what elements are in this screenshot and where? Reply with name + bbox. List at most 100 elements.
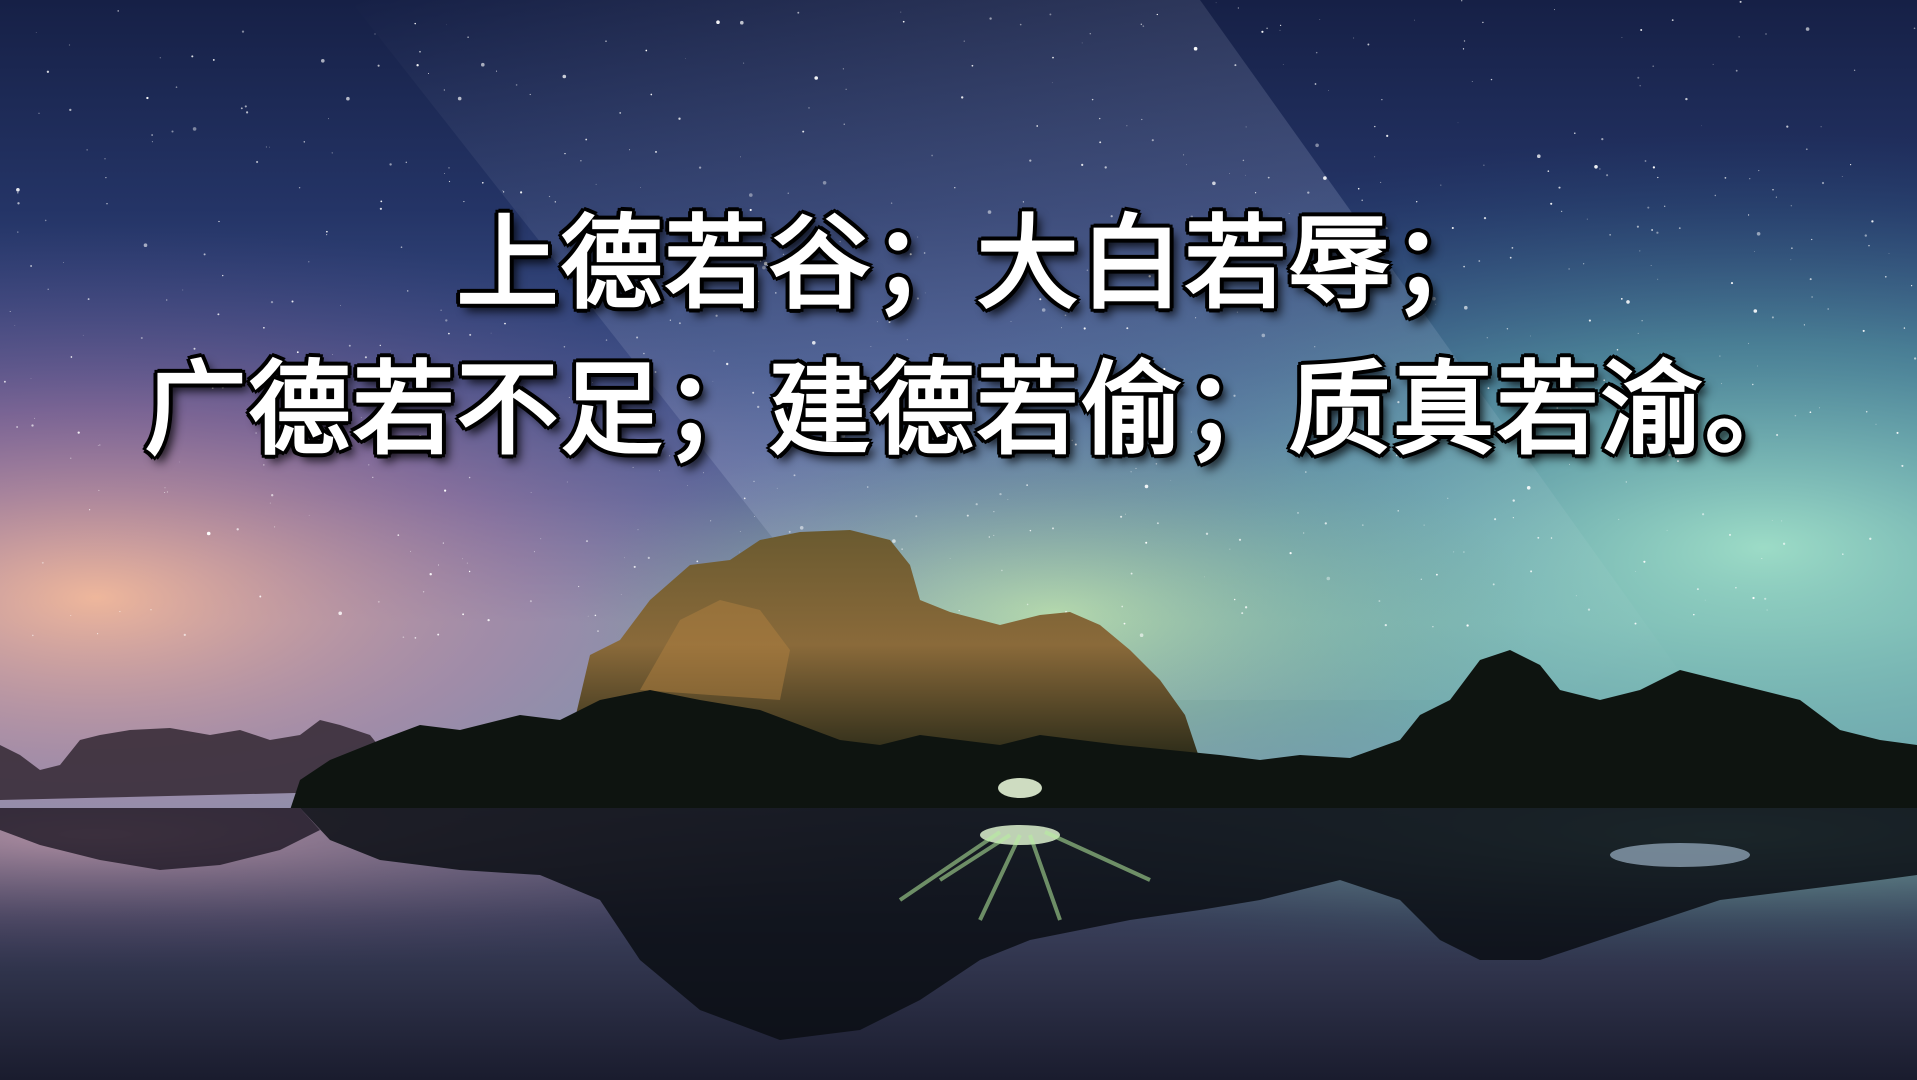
star <box>530 492 532 493</box>
star <box>466 562 468 564</box>
star <box>298 187 301 189</box>
star <box>1447 497 1449 499</box>
star <box>1641 320 1643 322</box>
star <box>1451 226 1454 230</box>
star <box>271 494 274 497</box>
star <box>308 514 310 516</box>
star <box>1583 263 1585 265</box>
star <box>1416 201 1418 203</box>
star <box>1266 27 1268 30</box>
star <box>1163 367 1166 371</box>
star <box>1145 541 1148 544</box>
star <box>1609 234 1611 236</box>
star <box>467 36 469 38</box>
star <box>1781 520 1783 522</box>
star <box>1714 194 1717 197</box>
star <box>1155 463 1158 465</box>
star <box>462 613 464 616</box>
star <box>1719 355 1721 357</box>
star <box>1315 143 1319 148</box>
star <box>762 265 766 270</box>
star <box>650 93 653 96</box>
star <box>1385 227 1388 230</box>
star <box>35 32 37 34</box>
star <box>504 322 506 325</box>
star <box>448 180 451 183</box>
star <box>1757 365 1758 367</box>
star <box>563 345 566 348</box>
star <box>1657 176 1659 179</box>
star <box>736 228 738 230</box>
star <box>1640 29 1643 31</box>
star <box>41 561 44 564</box>
star <box>1289 552 1292 555</box>
star <box>38 112 40 114</box>
star <box>892 539 896 543</box>
star <box>597 630 599 632</box>
star <box>468 570 471 573</box>
star <box>1841 176 1843 177</box>
star <box>240 107 243 110</box>
star <box>1361 199 1363 202</box>
star <box>1052 56 1054 59</box>
star <box>1109 414 1112 417</box>
star <box>1671 391 1674 393</box>
star <box>496 70 498 72</box>
star <box>1397 401 1400 404</box>
star <box>86 149 88 151</box>
star <box>1537 154 1541 158</box>
star <box>1701 125 1702 127</box>
star <box>481 181 484 184</box>
star <box>1568 268 1570 270</box>
star <box>932 446 934 448</box>
star <box>183 633 186 637</box>
star <box>410 550 412 552</box>
star <box>14 325 16 326</box>
star <box>605 339 608 341</box>
star <box>1261 333 1266 338</box>
star <box>1553 9 1556 11</box>
star <box>715 314 718 317</box>
star <box>1696 588 1699 591</box>
star <box>1432 626 1434 628</box>
star <box>712 380 714 382</box>
star <box>655 150 657 153</box>
star <box>843 123 845 125</box>
star <box>1492 583 1495 586</box>
star <box>256 160 259 164</box>
star <box>1739 0 1742 3</box>
star <box>1776 433 1779 437</box>
star <box>1324 522 1327 525</box>
star <box>1871 220 1874 223</box>
star <box>1865 410 1868 413</box>
star <box>1130 471 1132 473</box>
star <box>1029 159 1032 162</box>
star <box>1721 383 1723 385</box>
star <box>448 167 450 169</box>
star <box>1234 64 1237 67</box>
star <box>1625 481 1627 483</box>
star <box>1558 186 1561 189</box>
star <box>1466 624 1469 627</box>
star <box>368 429 370 431</box>
star <box>808 107 810 109</box>
star <box>466 302 468 304</box>
star <box>164 487 166 489</box>
star <box>287 363 288 365</box>
star <box>379 207 382 210</box>
star <box>499 286 503 291</box>
star <box>259 595 262 598</box>
star <box>82 334 84 336</box>
star <box>1601 137 1604 141</box>
star <box>1074 443 1077 446</box>
star <box>1749 178 1751 180</box>
star <box>1820 126 1822 128</box>
star <box>1550 202 1553 205</box>
star <box>1022 201 1025 203</box>
star <box>1748 214 1750 216</box>
star <box>308 261 310 263</box>
star <box>1368 445 1370 447</box>
star <box>1651 229 1653 231</box>
star <box>1126 125 1128 127</box>
star <box>1782 542 1786 545</box>
